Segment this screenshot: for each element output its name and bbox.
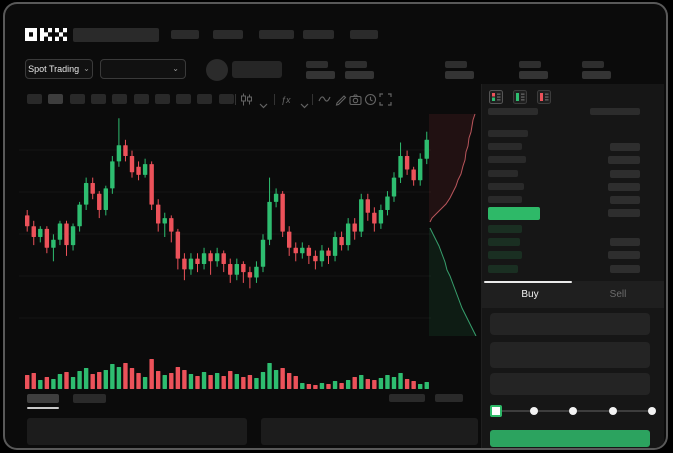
active-tab-indicator	[484, 281, 572, 283]
tab-buy[interactable]: Buy	[521, 289, 539, 300]
orderbook-price-header	[488, 108, 538, 115]
ask-amount-placeholder[interactable]	[610, 169, 640, 178]
slider-handle[interactable]	[490, 405, 502, 417]
slider-stop[interactable]	[529, 407, 538, 415]
bottom-link-placeholder[interactable]	[389, 394, 425, 402]
nav-item-placeholder[interactable]	[213, 30, 243, 39]
stat-label-placeholder	[582, 61, 604, 68]
indicators-icon[interactable]: ƒx	[281, 95, 291, 105]
timeframe-button[interactable]	[112, 94, 128, 104]
chevron-down-icon: ⌄	[172, 64, 179, 73]
divider	[274, 94, 275, 105]
coin-avatar	[206, 59, 228, 81]
stat-label-placeholder	[306, 61, 328, 68]
divider	[235, 94, 236, 105]
stat-value-placeholder	[345, 71, 374, 79]
trade-panel: Buy Sell	[481, 84, 664, 448]
orders-table-placeholder	[27, 418, 247, 445]
history-tab[interactable]	[73, 394, 106, 403]
timeframe-button[interactable]	[48, 94, 64, 104]
bid-price-placeholder[interactable]	[488, 251, 522, 260]
nav-item-placeholder[interactable]	[259, 30, 294, 39]
chevron-down-icon[interactable]	[259, 96, 272, 109]
clock-icon[interactable]	[364, 93, 377, 106]
line-style-icon[interactable]	[318, 93, 331, 106]
stat-label-placeholder	[345, 61, 367, 68]
ask-price-placeholder[interactable]	[488, 169, 518, 177]
orderbook-amount-header	[590, 108, 640, 115]
timeframe-button[interactable]	[218, 94, 234, 104]
bid-price-placeholder[interactable]	[488, 238, 520, 247]
okx-logo[interactable]: OKX	[25, 28, 69, 42]
ask-price-placeholder[interactable]	[488, 182, 524, 190]
ask-amount-placeholder[interactable]	[610, 196, 640, 204]
ask-amount-placeholder[interactable]	[608, 156, 640, 165]
ask-amount-placeholder[interactable]	[608, 182, 640, 191]
timeframe-button[interactable]	[90, 94, 106, 104]
bid-price-placeholder[interactable]	[488, 264, 518, 273]
slider-stop[interactable]	[608, 407, 617, 415]
ask-amount-placeholder[interactable]	[610, 143, 640, 152]
buy-sell-tabs: Buy Sell	[482, 281, 664, 308]
candlestick-chart[interactable]	[19, 110, 431, 338]
bid-amount-placeholder[interactable]	[608, 251, 640, 260]
volume-bars	[25, 359, 429, 389]
bid-amount-placeholder[interactable]	[610, 238, 640, 247]
chevron-down-icon: ⌄	[83, 64, 90, 73]
timeframe-button[interactable]	[197, 94, 213, 104]
bid-amount-placeholder[interactable]	[610, 209, 640, 217]
ask-price-placeholder[interactable]	[488, 196, 522, 203]
stat-value-placeholder	[519, 71, 548, 79]
timeframe-button[interactable]	[27, 94, 42, 104]
book-asks-bids-icon[interactable]	[489, 90, 503, 104]
book-bids-only-icon[interactable]	[513, 90, 527, 104]
book-asks-only-icon[interactable]	[537, 90, 551, 104]
bid-price-placeholder[interactable]	[488, 225, 522, 233]
camera-icon[interactable]	[349, 93, 362, 106]
bottom-link-placeholder[interactable]	[435, 394, 463, 402]
timeframe-button[interactable]	[69, 94, 85, 104]
product-type-label: Spot Trading	[28, 64, 80, 74]
pair-selector[interactable]: ⌄	[100, 59, 186, 79]
amount-input[interactable]	[490, 342, 650, 368]
bid-amount-placeholder[interactable]	[610, 264, 640, 273]
depth-chart[interactable]	[429, 112, 483, 336]
stat-value-placeholder	[306, 71, 335, 79]
amount-slider[interactable]	[490, 405, 656, 417]
app-window: OKX Spot Trading ⌄ ⌄ ƒx	[3, 2, 668, 450]
nav-item-placeholder[interactable]	[303, 30, 334, 39]
slider-stop[interactable]	[648, 407, 656, 415]
draw-icon[interactable]	[334, 93, 347, 106]
pair-name-placeholder	[232, 61, 282, 78]
timeframe-button[interactable]	[176, 94, 192, 104]
last-price-highlight[interactable]	[488, 207, 540, 220]
buy-submit-button[interactable]	[490, 430, 650, 447]
okx-logo-icon	[25, 28, 67, 41]
fullscreen-icon[interactable]	[379, 93, 392, 106]
stat-value-placeholder	[582, 71, 611, 79]
ask-price-placeholder[interactable]	[488, 156, 526, 164]
stat-label-placeholder	[519, 61, 541, 68]
timeframe-button[interactable]	[154, 94, 170, 104]
divider	[312, 94, 313, 105]
timeframe-button[interactable]	[133, 94, 149, 104]
stat-value-placeholder	[445, 71, 474, 79]
stat-label-placeholder	[445, 61, 467, 68]
tab-sell[interactable]: Sell	[609, 289, 627, 300]
candle-style-icon[interactable]	[240, 93, 253, 106]
orders-tab-active[interactable]	[27, 394, 59, 403]
active-tab-underline	[27, 407, 59, 409]
search-placeholder[interactable]	[73, 28, 159, 42]
nav-item-placeholder[interactable]	[350, 30, 378, 39]
chevron-down-icon[interactable]	[300, 96, 313, 109]
slider-stop[interactable]	[569, 407, 577, 415]
ask-price-placeholder[interactable]	[488, 143, 522, 151]
nav-item-placeholder[interactable]	[171, 30, 199, 39]
product-type-selector[interactable]: Spot Trading ⌄	[25, 59, 93, 79]
ask-price-placeholder[interactable]	[488, 130, 528, 137]
price-input[interactable]	[490, 313, 650, 335]
orders-table-placeholder	[261, 418, 478, 445]
total-input[interactable]	[490, 373, 650, 395]
